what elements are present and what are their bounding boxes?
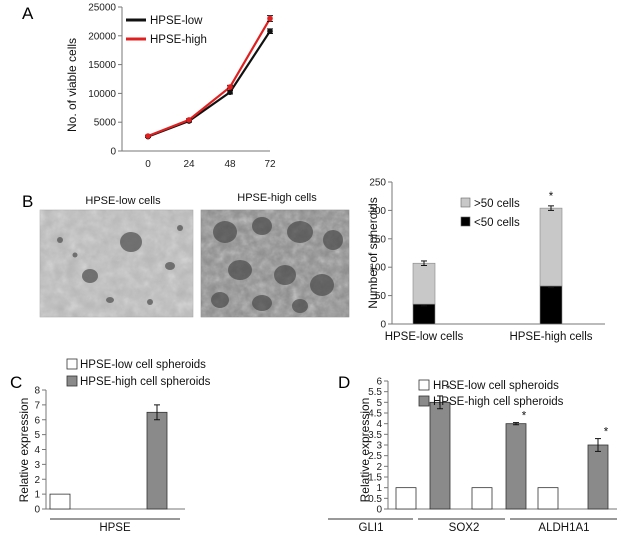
chart-d-y-tick-label: 4 — [376, 419, 382, 430]
chart-b-bar-segment — [412, 303, 436, 325]
chart-a-point — [145, 133, 151, 139]
chart-a-legend-label: HPSE-low — [150, 15, 203, 27]
chart-a-y-tick-label: 15000 — [88, 60, 116, 71]
chart-d-significance-mark: * — [522, 411, 527, 423]
chart-d-significance-mark: * — [604, 427, 609, 439]
chart-d-legend-swatch — [418, 379, 430, 391]
chart-b-x-tick-label: HPSE-low cells — [385, 331, 464, 343]
chart-b-y-tick-label: 50 — [375, 291, 387, 302]
chart-c-legend-label: HPSE-low cell spheroids — [80, 359, 206, 371]
chart-a-x-tick-label: 48 — [224, 159, 236, 170]
chart-b-bar-segment — [539, 207, 563, 287]
chart-c-y-tick-label: 8 — [34, 386, 40, 397]
chart-d-bar — [395, 487, 417, 510]
chart-d-legend-swatch — [418, 395, 430, 407]
chart-d-significance-mark: * — [446, 384, 451, 396]
chart-b-legend-label: <50 cells — [474, 217, 520, 229]
chart-d-y-tick-label: 1.5 — [368, 473, 382, 484]
chart-d-legend-label: HPSE-high cell spheroids — [433, 396, 564, 408]
chart-b-ylabel: Number of spheroids — [366, 197, 380, 308]
chart-c-y-tick-label: 2 — [34, 475, 40, 486]
panel-letter-b: B — [22, 192, 33, 211]
chart-c-y-tick-label: 0 — [34, 505, 40, 516]
chart-b-bar-segment — [539, 285, 563, 325]
chart-d-x-tick-label: SOX2 — [449, 522, 480, 534]
chart-d-legend-label: HPSE-low cell spheroids — [433, 380, 559, 392]
chart-d-y-tick-label: 2 — [376, 462, 382, 473]
chart-a-x-tick-label: 72 — [264, 159, 276, 170]
chart-d-ylabel: Relative expression — [358, 398, 372, 503]
chart-b-significance-mark: * — [549, 191, 554, 203]
chart-d-x-tick-label: ALDH1A1 — [538, 522, 589, 534]
chart-a-series-line — [147, 17, 271, 138]
chart-a-y-tick-label: 5000 — [94, 118, 117, 129]
chart-c-bar — [146, 411, 168, 510]
image-caption-high: HPSE-high cells — [237, 192, 317, 204]
chart-a-series-line — [147, 30, 271, 138]
chart-c-legend-label: HPSE-high cell spheroids — [80, 376, 211, 388]
chart-a-point — [227, 84, 233, 90]
chart-b-legend-label: >50 cells — [474, 198, 520, 210]
chart-b-y-tick-label: 150 — [369, 234, 386, 245]
chart-b-y-tick-label: 250 — [369, 178, 386, 189]
chart-d-bar — [587, 444, 609, 510]
chart-d-y-tick-label: 6 — [376, 377, 382, 388]
chart-d-bar — [471, 487, 493, 510]
chart-c-y-tick-label: 3 — [34, 460, 40, 471]
chart-a-point — [267, 15, 273, 22]
chart-a-y-tick-label: 10000 — [88, 89, 116, 100]
chart-d-y-tick-label: 2.5 — [368, 451, 382, 462]
chart-d-y-tick-label: 5 — [376, 398, 382, 409]
chart-d-x-tick-label: GLI1 — [359, 522, 384, 534]
chart-a-x-tick-label: 0 — [145, 159, 151, 170]
chart-a-point — [186, 117, 192, 123]
chart-a-y-tick-label: 0 — [110, 147, 116, 158]
micrograph-low — [39, 209, 194, 318]
chart-d-y-tick-label: 1 — [376, 483, 382, 494]
chart-c-legend-swatch — [66, 358, 78, 370]
chart-a-y-tick-label: 20000 — [88, 31, 116, 42]
panel-letter-c: C — [10, 373, 22, 392]
chart-d-bar — [429, 401, 451, 510]
chart-a-x-tick-label: 24 — [183, 159, 195, 170]
chart-c-y-tick-label: 5 — [34, 430, 40, 441]
chart-d-y-tick-label: 3.5 — [368, 430, 382, 441]
chart-a-y-tick-label: 25000 — [88, 3, 116, 14]
chart-b-y-tick-label: 0 — [380, 320, 386, 331]
chart-c-group-label: HPSE — [99, 522, 131, 534]
chart-a-legend-label: HPSE-high — [150, 34, 207, 46]
chart-b-y-tick-label: 100 — [369, 263, 386, 274]
panel-letter-a: A — [22, 4, 34, 23]
chart-b-bar-segment — [412, 262, 436, 305]
chart-d-y-tick-label: 5.5 — [368, 387, 382, 398]
chart-c: Relative expression 0 1 2 3 4 5 6 7 8 HPSE HPSE-lo… — [17, 358, 211, 534]
chart-a: No. of viable cells 0 5000 10000 15000 20000… — [65, 3, 276, 171]
chart-d-y-tick-label: 0.5 — [368, 494, 382, 505]
chart-a-point — [227, 89, 233, 96]
chart-d-bar — [537, 487, 559, 510]
chart-b: Number of spheroids 0 50 100 150 200 250 HPSE-… — [366, 178, 605, 343]
chart-b-legend-swatch — [460, 216, 471, 227]
chart-c-legend-swatch — [66, 375, 78, 387]
micrograph-high — [200, 209, 350, 318]
chart-c-y-tick-label: 6 — [34, 415, 40, 426]
chart-a-point — [267, 28, 273, 34]
chart-c-y-tick-label: 7 — [34, 400, 40, 411]
chart-c-bar — [49, 493, 71, 510]
chart-a-ylabel: No. of viable cells — [65, 38, 79, 132]
chart-c-y-tick-label: 4 — [34, 445, 40, 456]
chart-b-legend-swatch — [460, 197, 471, 208]
chart-c-y-tick-label: 1 — [34, 490, 40, 501]
chart-d-bar — [505, 423, 527, 510]
chart-d-y-tick-label: 3 — [376, 441, 382, 452]
chart-b-x-tick-label: HPSE-high cells — [509, 331, 592, 343]
chart-d-y-tick-label: 4.5 — [368, 409, 382, 420]
image-caption-low: HPSE-low cells — [85, 195, 161, 207]
chart-b-y-tick-label: 200 — [369, 206, 386, 217]
chart-d-y-tick-label: 0 — [376, 505, 382, 516]
panel-letter-d: D — [338, 373, 350, 392]
chart-c-ylabel: Relative expression — [17, 398, 31, 503]
chart-d: Relative expression 00.511.522.533.544.5… — [328, 377, 617, 534]
